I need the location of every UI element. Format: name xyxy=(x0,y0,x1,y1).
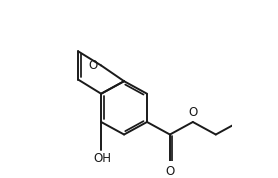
Text: O: O xyxy=(88,59,98,72)
Text: O: O xyxy=(188,106,197,119)
Text: O: O xyxy=(165,165,175,178)
Text: OH: OH xyxy=(93,152,111,165)
